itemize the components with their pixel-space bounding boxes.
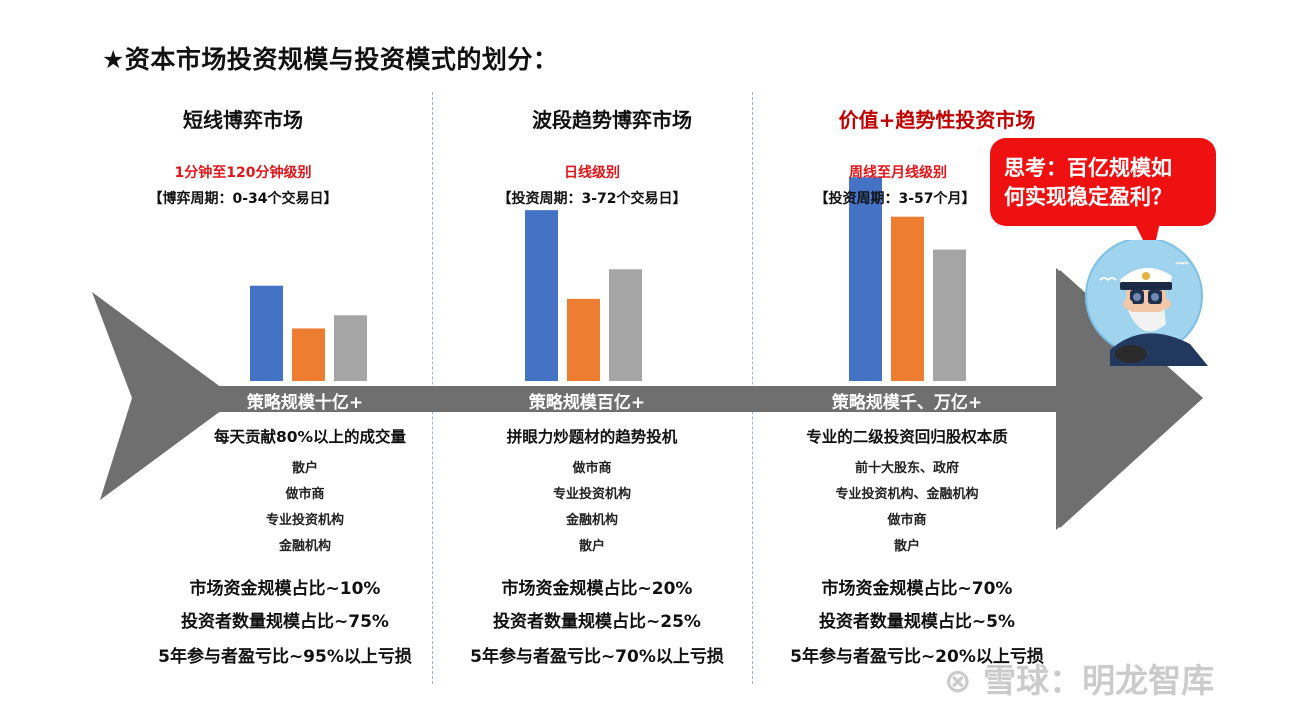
- column-2-participant-4: 散户: [578, 539, 605, 554]
- column-1-description: 每天贡献80%以上的成交量: [213, 428, 407, 446]
- column-3-heading: 价值+趋势性投资市场: [838, 108, 1036, 132]
- column-2-participant-3: 金融机构: [565, 513, 618, 528]
- bubble-line-2: 何实现稳定盈利？: [1004, 185, 1172, 209]
- column-1-heading: 短线博弈市场: [183, 108, 303, 132]
- bubble-line-1: 思考：百亿规模如: [1004, 156, 1172, 180]
- column-1-participant-2: 做市商: [285, 487, 325, 502]
- column-1-spine-label: 策略规模十亿+: [246, 393, 364, 413]
- column-1-stat-2: 投资者数量规模占比~75%: [181, 612, 389, 632]
- bar-group3-series2: [891, 216, 924, 381]
- column-3-spine-label: 策略规模千、万亿+: [831, 393, 983, 413]
- column-2-participant-2: 专业投资机构: [552, 487, 631, 502]
- column-1-cycle: 【博弈周期：0-34个交易日】: [148, 191, 338, 207]
- column-3-description: 专业的二级投资回归股权本质: [806, 428, 1008, 446]
- bar-group1-series1: [250, 285, 283, 381]
- column-2-participant-1: 做市商: [572, 461, 612, 476]
- bar-chart-area: [250, 177, 966, 381]
- column-1-stat-1: 市场资金规模占比~10%: [189, 579, 381, 599]
- thinking-bubble: 思考：百亿规模如 何实现稳定盈利？: [990, 138, 1216, 226]
- bar-group2-series2: [567, 298, 600, 381]
- bar-group3-series3: [933, 249, 966, 381]
- column-3-stat-1: 市场资金规模占比~70%: [821, 579, 1013, 599]
- bar-group2-series3: [609, 269, 642, 381]
- column-2-description: 拼眼力炒题材的趋势投机: [506, 428, 678, 446]
- column-3-participant-1: 前十大股东、政府: [854, 461, 959, 476]
- column-1-stat-3: 5年参与者盈亏比~95%以上亏损: [158, 647, 412, 667]
- column-2-stat-1: 市场资金规模占比~20%: [501, 579, 693, 599]
- slide-title: ★资本市场投资规模与投资模式的划分：: [102, 45, 559, 74]
- column-1-participant-4: 金融机构: [278, 539, 331, 554]
- captain-binoculars-illustration: [1085, 240, 1208, 366]
- column-2-spine-label: 策略规模百亿+: [528, 393, 646, 413]
- column-3-participant-3: 做市商: [887, 513, 927, 528]
- column-2-cycle: 【投资周期：3-72个交易日】: [497, 191, 687, 207]
- column-3-participant-4: 散户: [893, 539, 920, 554]
- bar-group2-series1: [525, 210, 558, 381]
- column-2-stat-2: 投资者数量规模占比~25%: [493, 612, 701, 632]
- watermark: ⊗ 雪球：明龙智库: [944, 654, 1214, 702]
- column-1-participant-1: 散户: [291, 461, 318, 476]
- column-2-heading: 波段趋势博弈市场: [532, 108, 692, 132]
- fish-tail: [92, 292, 222, 500]
- column-3-stat-3: 5年参与者盈亏比~20%以上亏损: [790, 647, 1044, 667]
- column-3-participant-2: 专业投资机构、金融机构: [835, 487, 979, 502]
- fish-eye: [1115, 345, 1147, 363]
- column-3-cycle: 【投资周期：3-57个月】: [814, 191, 976, 207]
- watermark-text: 雪球：明龙智库: [983, 661, 1215, 700]
- bar-group3-series1: [849, 177, 882, 381]
- column-3-frequency: 周线至月线级别: [849, 165, 947, 181]
- watermark-logo-icon: ⊗: [944, 661, 972, 700]
- column-2-frequency: 日线级别: [564, 165, 620, 181]
- fish-spine: [215, 386, 1077, 412]
- bar-group1-series3: [334, 315, 367, 381]
- column-2-stat-3: 5年参与者盈亏比~70%以上亏损: [470, 647, 724, 667]
- column-1-participant-3: 专业投资机构: [265, 513, 344, 528]
- bar-group1-series2: [292, 328, 325, 381]
- column-3-stat-2: 投资者数量规模占比~5%: [818, 612, 1016, 632]
- column-1-frequency: 1分钟至120分钟级别: [174, 165, 312, 181]
